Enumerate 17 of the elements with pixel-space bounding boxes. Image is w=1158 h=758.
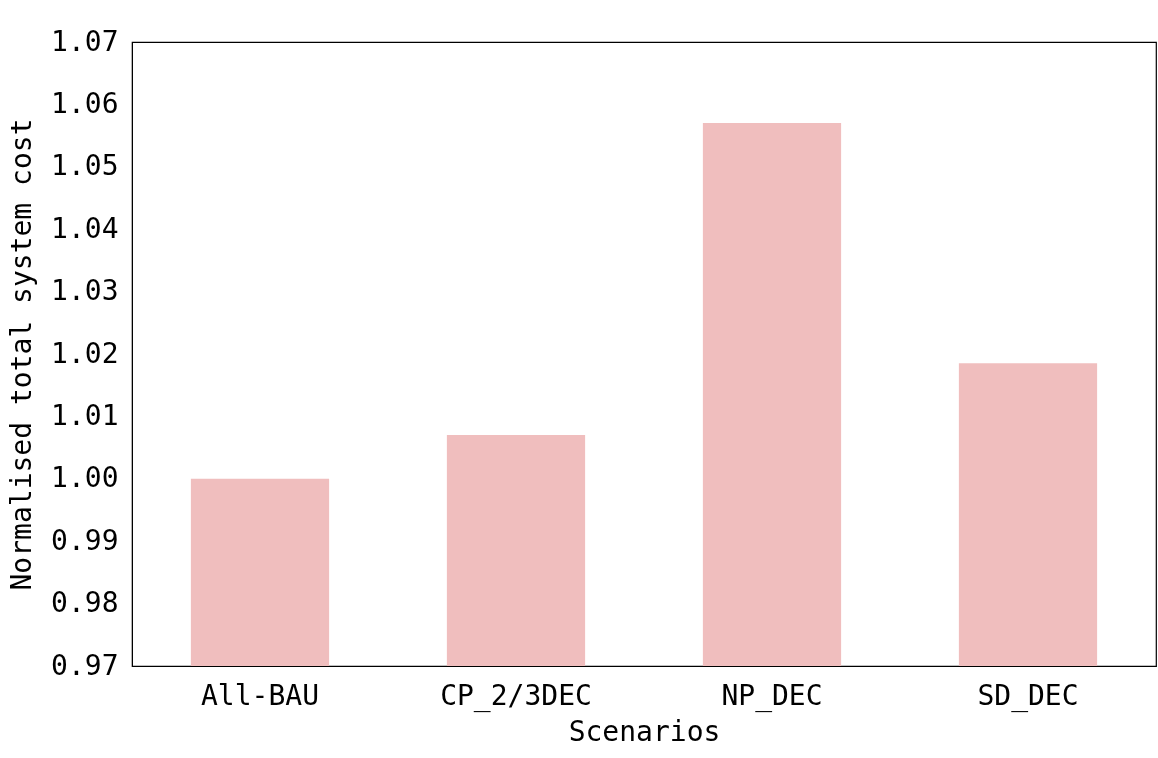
y-tick-label: 1.00	[51, 461, 119, 495]
y-tick-label: 1.05	[51, 149, 119, 183]
y-tick-label: 1.04	[51, 211, 119, 245]
y-tick-label: 0.99	[51, 523, 119, 557]
y-tick-label: 0.98	[51, 586, 119, 620]
y-tick-label: 1.06	[51, 86, 119, 120]
x-tick-label: NP_DEC	[721, 678, 823, 713]
y-tick-label: 1.03	[51, 274, 119, 308]
x-tick-label: CP_2/3DEC	[440, 678, 592, 713]
y-tick-label: 0.97	[51, 648, 119, 682]
y-tick-label: 1.07	[51, 24, 119, 58]
x-tick-label: SD_DEC	[977, 678, 1079, 713]
y-tick-label: 1.01	[51, 398, 119, 432]
y-tick-label: 1.02	[51, 336, 119, 370]
x-axis-title: Scenarios	[568, 714, 721, 748]
y-axis-title: Normalised total system cost	[5, 118, 39, 591]
x-tick-label: All-BAU	[200, 678, 320, 712]
